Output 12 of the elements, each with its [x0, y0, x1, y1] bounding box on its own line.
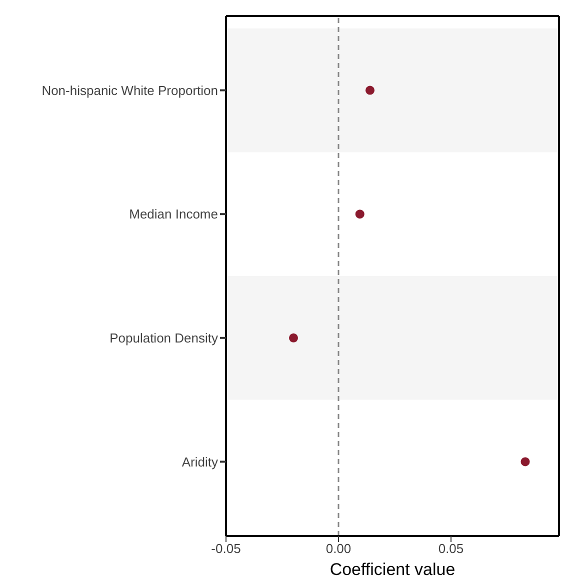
point	[520, 457, 530, 466]
x-tick-label: 0.05	[438, 541, 464, 556]
point	[365, 86, 375, 95]
y-tick-label: Population Density	[110, 330, 218, 346]
y-tick-label: Aridity	[182, 454, 218, 470]
y-tick-label: Non-hispanic White Proportion	[42, 82, 218, 98]
point	[355, 210, 364, 219]
x-tick-label: -0.05	[211, 541, 241, 556]
x-tick-label: 0.00	[326, 541, 352, 556]
y-tick-label: Median Income	[129, 206, 218, 222]
point	[288, 333, 298, 342]
x-axis-title: Coefficient value	[330, 560, 456, 579]
